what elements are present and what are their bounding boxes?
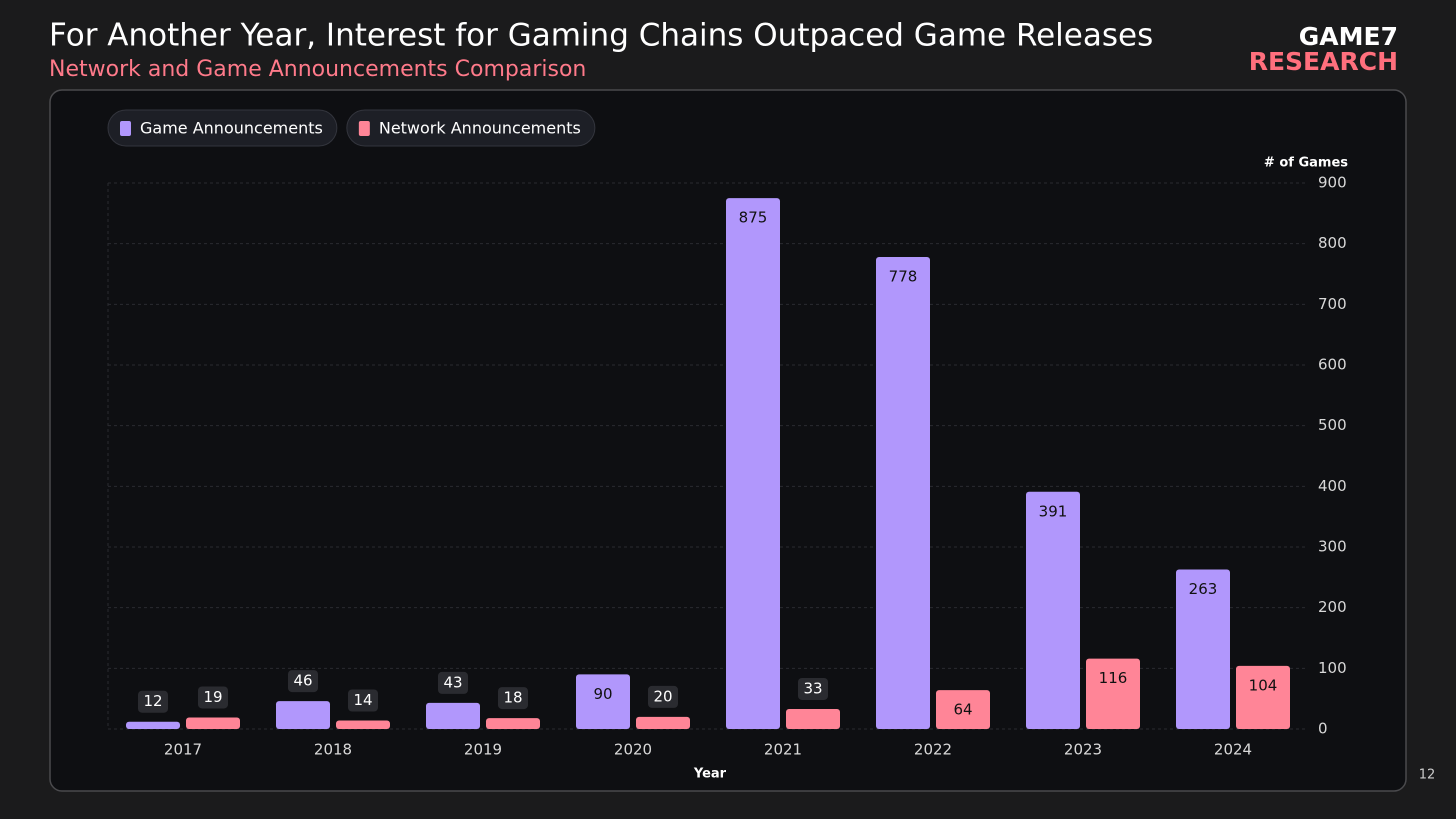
y-tick-label: 500 (1318, 416, 1347, 434)
value-label-badge (498, 687, 528, 710)
legend-swatch (358, 121, 370, 136)
legend-label: Network Announcements (379, 119, 581, 138)
y-axis-label: # of Games (1264, 156, 1348, 171)
bar (876, 257, 930, 729)
bar (426, 702, 480, 729)
y-tick-label: 200 (1318, 598, 1347, 616)
y-tick-label: 600 (1318, 356, 1347, 374)
value-label: 18 (503, 689, 522, 707)
value-label: 391 (1039, 502, 1068, 520)
legend-swatch (120, 121, 131, 136)
value-label: 12 (143, 692, 162, 710)
bar (1026, 491, 1080, 729)
value-label-badge (798, 677, 828, 700)
x-axis-label: Year (693, 767, 727, 782)
value-label: 64 (953, 701, 972, 719)
y-tick-label: 800 (1318, 234, 1347, 252)
value-label: 43 (443, 673, 462, 691)
value-label-badge (348, 689, 378, 712)
x-tick-label: 2022 (914, 741, 952, 759)
y-tick-label: 900 (1318, 174, 1347, 192)
y-tick-label: 700 (1318, 295, 1347, 313)
bar (336, 720, 390, 729)
legend-pill (107, 109, 338, 147)
bar (576, 674, 630, 729)
bar (726, 198, 780, 729)
value-label: 20 (653, 687, 672, 705)
page-number: 12 (1419, 768, 1436, 783)
y-tick-label: 0 (1318, 720, 1328, 738)
value-label: 90 (593, 685, 612, 703)
chart-title: For Another Year, Interest for Gaming Ch… (49, 18, 1153, 54)
x-tick-label: 2024 (1214, 741, 1252, 759)
value-label: 19 (203, 688, 222, 706)
value-label-badge (198, 686, 228, 709)
bar (1176, 569, 1230, 729)
bar (486, 718, 540, 729)
bar (1086, 658, 1140, 729)
value-label: 33 (803, 679, 822, 697)
bar (786, 708, 840, 729)
plot: 0 100 200 300 400 500 600 700 800 900 Game Announc… (107, 109, 1347, 759)
legend-pill (346, 109, 596, 147)
logo-line1: GAME7 (1299, 22, 1398, 51)
x-tick-label: 2021 (764, 741, 802, 759)
value-label-badge (648, 685, 678, 708)
y-tick-label: 400 (1318, 477, 1347, 495)
value-label: 778 (889, 268, 918, 286)
bar (1236, 665, 1290, 729)
bar (276, 701, 330, 729)
x-tick-label: 2019 (464, 741, 502, 759)
x-tick-label: 2020 (614, 741, 652, 759)
value-label: 263 (1189, 580, 1218, 598)
x-tick-label: 2023 (1064, 741, 1102, 759)
value-label-badge (138, 690, 168, 713)
x-tick-label: 2017 (164, 741, 202, 759)
value-label: 14 (353, 691, 372, 709)
bar (936, 690, 990, 729)
value-label-badge (438, 671, 468, 694)
x-tick-label: 2018 (314, 741, 352, 759)
bar (636, 716, 690, 729)
value-label-badge (288, 670, 318, 693)
logo-line2: RESEARCH (1249, 47, 1398, 76)
chart-subtitle: Network and Game Announcements Compariso… (49, 57, 586, 82)
y-tick-label: 100 (1318, 659, 1347, 677)
value-label: 875 (739, 209, 768, 227)
bar (186, 717, 240, 729)
legend-item[interactable]: Network Announcements (346, 109, 596, 147)
value-label: 116 (1099, 669, 1128, 687)
legend-label: Game Announcements (140, 119, 323, 138)
bar (126, 721, 180, 729)
y-tick-label: 300 (1318, 538, 1347, 556)
value-label: 104 (1249, 676, 1278, 694)
legend-item[interactable]: Game Announcements (107, 109, 338, 147)
value-label: 46 (293, 672, 312, 690)
